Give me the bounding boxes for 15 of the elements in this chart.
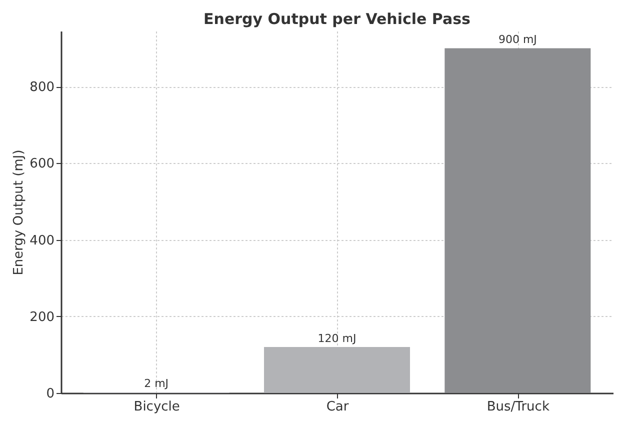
data-label: 2 mJ [144,377,169,390]
y-tick-label: 800 [30,80,54,96]
data-label: 900 mJ [498,33,537,46]
y-tick-label: 200 [30,310,54,325]
x-tick-label: Car [326,400,350,414]
y-tick-label: 600 [30,156,54,172]
x-tick-label: Bus/Truck [486,400,550,414]
bar [444,48,591,393]
y-tick-label: 0 [46,386,54,402]
y-tick-label: 400 [30,233,54,248]
y-axis-title: Energy Output (mJ) [12,150,27,276]
data-label: 120 mJ [318,332,356,346]
chart-title: Energy Output per Vehicle Pass [204,10,471,28]
bar [264,347,410,393]
x-tick-label: Bicycle [134,400,180,414]
